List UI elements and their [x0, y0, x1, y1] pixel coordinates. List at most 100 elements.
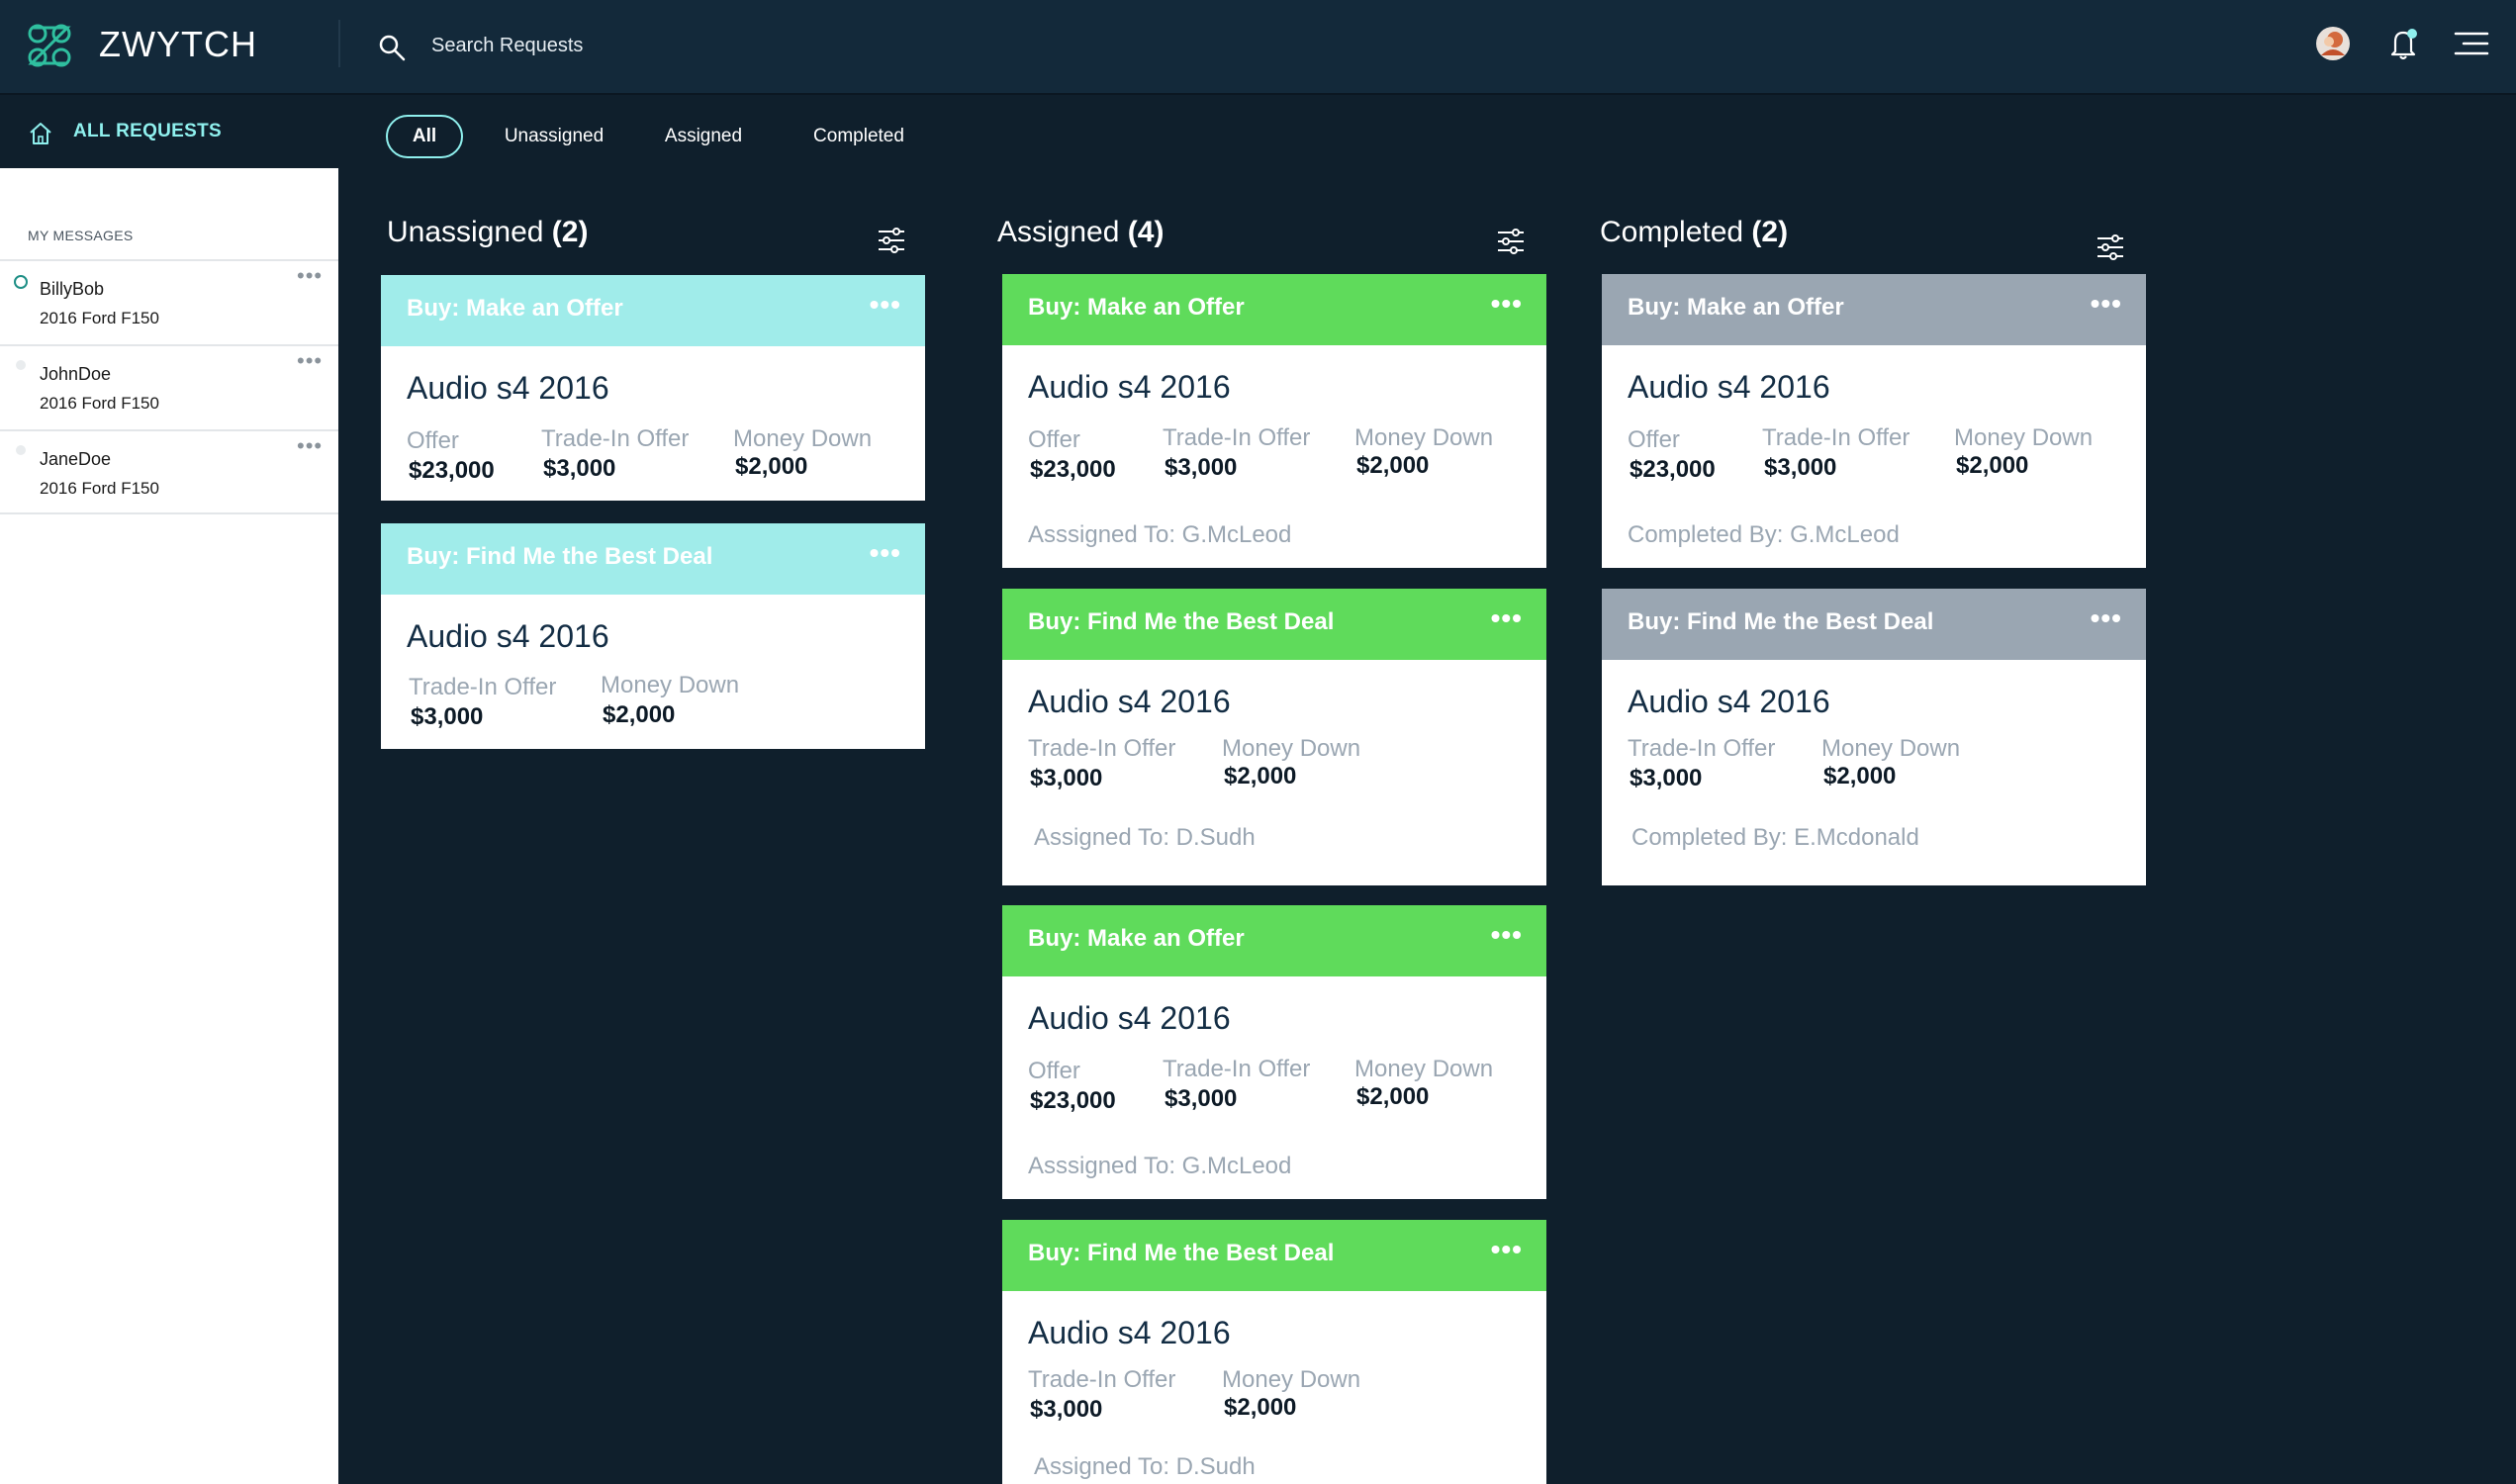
card-header: Buy: Find Me the Best Deal ••• [1602, 589, 2146, 660]
request-card[interactable]: Buy: Find Me the Best Deal ••• Audio s4 … [1602, 589, 2146, 885]
more-options-icon[interactable]: ••• [1490, 288, 1523, 319]
request-type: Buy: Make an Offer [1028, 925, 1245, 952]
field-value: $2,000 [1356, 452, 1430, 479]
card-header: Buy: Make an Offer ••• [1602, 274, 2146, 345]
message-vehicle: 2016 Ford F150 [40, 479, 159, 498]
message-item-billybob[interactable]: BillyBob 2016 Ford F150 ••• [0, 259, 338, 344]
field-value: $23,000 [409, 457, 495, 484]
tab-unassigned[interactable]: Unassigned [504, 126, 605, 146]
card-header: Buy: Make an Offer ••• [381, 275, 925, 346]
tab-assigned[interactable]: Assigned [664, 126, 743, 146]
read-status-icon [16, 360, 26, 370]
field-label: Money Down [601, 672, 740, 698]
vehicle-name: Audio s4 2016 [407, 370, 609, 406]
avatar-icon[interactable] [2315, 26, 2351, 61]
more-options-icon[interactable]: ••• [869, 537, 901, 568]
field-label: Trade-In Offer [409, 674, 557, 700]
request-card[interactable]: Buy: Make an Offer ••• Audio s4 2016 Off… [381, 275, 925, 501]
card-header: Buy: Find Me the Best Deal ••• [1002, 589, 1546, 660]
column-title-unassigned: Unassigned (2) [387, 216, 588, 249]
field-label: Offer [407, 427, 459, 454]
assignee-text: Assigned To: D.Sudh [1034, 1453, 1256, 1480]
field-value: $3,000 [1030, 765, 1103, 791]
more-options-icon[interactable]: ••• [1490, 919, 1523, 950]
assignee-text: Asssigned To: G.McLeod [1028, 521, 1292, 548]
tab-all[interactable]: All [386, 115, 463, 158]
column-count: (2) [551, 216, 589, 248]
field-value: $2,000 [1956, 452, 2029, 479]
vehicle-name: Audio s4 2016 [1628, 369, 1830, 405]
more-options-icon[interactable]: ••• [869, 289, 901, 320]
field-label: Money Down [1954, 424, 2094, 451]
filter-icon[interactable] [877, 226, 906, 255]
field-value: $2,000 [1224, 763, 1297, 789]
field-label: Offer [1028, 426, 1080, 453]
message-sender: JohnDoe [40, 364, 112, 384]
request-card[interactable]: Buy: Find Me the Best Deal ••• Audio s4 … [381, 523, 925, 749]
request-type: Buy: Make an Offer [1628, 294, 1844, 321]
all-requests-label: ALL REQUESTS [73, 121, 222, 141]
zwytch-logo-icon[interactable] [26, 22, 73, 69]
field-value: $2,000 [735, 453, 808, 480]
request-card[interactable]: Buy: Find Me the Best Deal ••• Audio s4 … [1002, 589, 1546, 885]
more-options-icon[interactable]: ••• [2090, 603, 2122, 633]
request-type: Buy: Make an Offer [407, 295, 623, 322]
field-label: Money Down [1821, 735, 1961, 762]
column-title-completed: Completed (2) [1600, 216, 1788, 249]
field-label: Money Down [1222, 735, 1361, 762]
field-label: Trade-In Offer [1628, 735, 1776, 762]
field-label: Trade-In Offer [1762, 424, 1910, 451]
more-options-icon[interactable]: ••• [297, 433, 324, 458]
more-options-icon[interactable]: ••• [297, 263, 324, 288]
vehicle-name: Audio s4 2016 [1028, 1315, 1231, 1350]
bell-icon[interactable] [2386, 26, 2420, 61]
more-options-icon[interactable]: ••• [297, 348, 324, 373]
column-title-text: Assigned [997, 216, 1120, 248]
filter-icon[interactable] [1496, 227, 1526, 256]
search-icon[interactable] [378, 34, 406, 61]
field-label: Offer [1028, 1058, 1080, 1084]
field-value: $2,000 [603, 701, 676, 728]
vehicle-name: Audio s4 2016 [1628, 684, 1830, 719]
request-card[interactable]: Buy: Find Me the Best Deal ••• Audio s4 … [1002, 1220, 1546, 1484]
field-label: Money Down [1222, 1366, 1361, 1393]
more-options-icon[interactable]: ••• [1490, 1234, 1523, 1264]
request-card[interactable]: Buy: Make an Offer ••• Audio s4 2016 Off… [1002, 274, 1546, 568]
message-sender: JaneDoe [40, 449, 112, 469]
message-item-janedoe[interactable]: JaneDoe 2016 Ford F150 ••• [0, 429, 338, 514]
field-value: $2,000 [1356, 1083, 1430, 1110]
sidebar-item-all-requests[interactable]: ALL REQUESTS [0, 97, 338, 168]
request-card[interactable]: Buy: Make an Offer ••• Audio s4 2016 Off… [1602, 274, 2146, 568]
top-divider [338, 20, 340, 67]
column-title-assigned: Assigned (4) [997, 216, 1164, 249]
field-value: $3,000 [411, 703, 484, 730]
field-value: $2,000 [1823, 763, 1897, 789]
more-options-icon[interactable]: ••• [1490, 603, 1523, 633]
message-item-johndoe[interactable]: JohnDoe 2016 Ford F150 ••• [0, 344, 338, 429]
filter-icon[interactable] [2096, 232, 2125, 262]
request-type: Buy: Find Me the Best Deal [407, 543, 713, 570]
field-label: Trade-In Offer [1028, 735, 1176, 762]
read-status-icon [16, 445, 26, 455]
column-title-text: Unassigned [387, 216, 544, 248]
field-value: $3,000 [1764, 454, 1837, 481]
request-card[interactable]: Buy: Make an Offer ••• Audio s4 2016 Off… [1002, 905, 1546, 1199]
request-type: Buy: Find Me the Best Deal [1028, 608, 1335, 635]
tab-completed[interactable]: Completed [813, 126, 904, 146]
menu-icon[interactable] [2454, 30, 2489, 57]
field-value: $3,000 [1165, 454, 1238, 481]
request-type: Buy: Find Me the Best Deal [1028, 1240, 1335, 1266]
message-vehicle: 2016 Ford F150 [40, 309, 159, 327]
more-options-icon[interactable]: ••• [2090, 288, 2122, 319]
search-input[interactable] [431, 26, 926, 65]
vehicle-name: Audio s4 2016 [407, 618, 609, 654]
unread-status-icon [14, 275, 28, 289]
field-value: $23,000 [1030, 1087, 1116, 1114]
field-value: $3,000 [543, 455, 616, 482]
field-label: Trade-In Offer [1028, 1366, 1176, 1393]
request-type: Buy: Find Me the Best Deal [1628, 608, 1934, 635]
sidebar: MY MESSAGES BillyBob 2016 Ford F150 ••• … [0, 168, 338, 1484]
top-bar: ZWYTCH [0, 0, 2516, 95]
completed-by-text: Completed By: E.Mcdonald [1631, 824, 1919, 851]
request-type: Buy: Make an Offer [1028, 294, 1245, 321]
